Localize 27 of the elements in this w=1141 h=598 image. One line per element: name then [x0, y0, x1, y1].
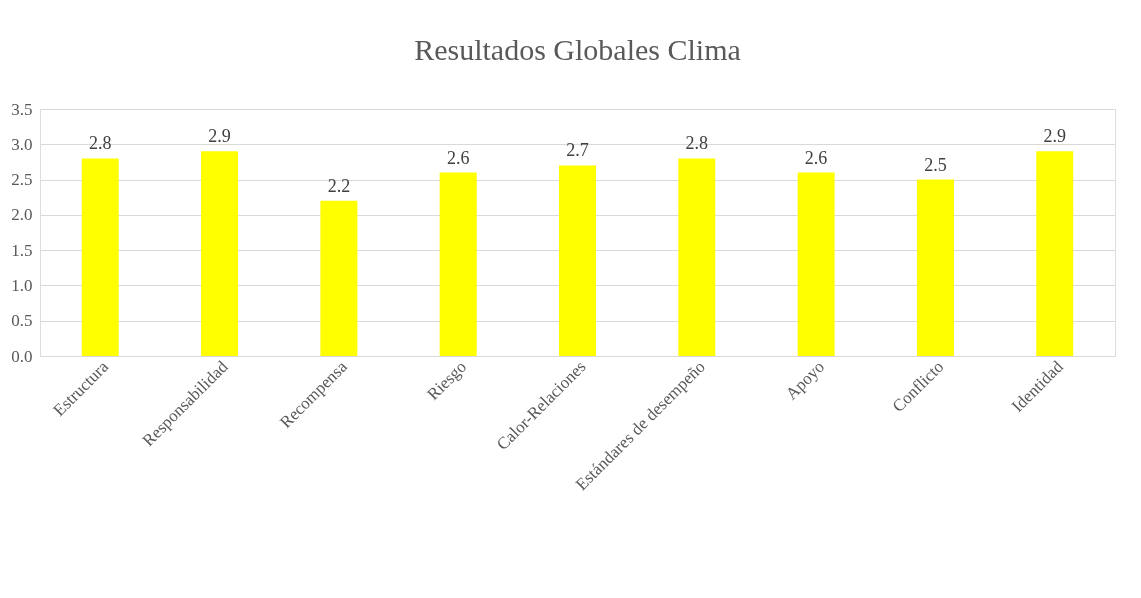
y-tick-label: 3.5 — [11, 99, 33, 119]
y-tick-label: 2.0 — [11, 205, 33, 225]
bar — [81, 158, 119, 356]
bar — [559, 165, 596, 356]
y-tick-label: 0.0 — [11, 346, 33, 366]
data-label: 2.5 — [924, 154, 947, 175]
data-label: 2.8 — [685, 133, 709, 154]
chart-title: Resultados Globales Clima — [414, 33, 741, 66]
data-label: 2.9 — [208, 126, 231, 147]
y-tick-label: 2.5 — [11, 170, 33, 190]
bar — [678, 158, 716, 356]
bar — [916, 179, 954, 356]
data-label: 2.6 — [804, 147, 828, 168]
data-label: 2.6 — [446, 147, 470, 168]
y-tick-label: 0.5 — [11, 311, 33, 331]
data-label: 2.2 — [327, 175, 351, 196]
bar — [797, 172, 835, 356]
bar — [201, 151, 239, 356]
data-label: 2.9 — [1043, 126, 1066, 147]
bar — [320, 200, 358, 356]
bar — [439, 172, 477, 356]
y-tick-label: 1.0 — [11, 275, 33, 295]
data-label: 2.7 — [566, 140, 589, 161]
bar — [1036, 151, 1074, 356]
y-tick-label: 1.5 — [11, 240, 33, 260]
y-tick-label: 3.0 — [11, 134, 33, 154]
data-label: 2.8 — [89, 133, 112, 154]
